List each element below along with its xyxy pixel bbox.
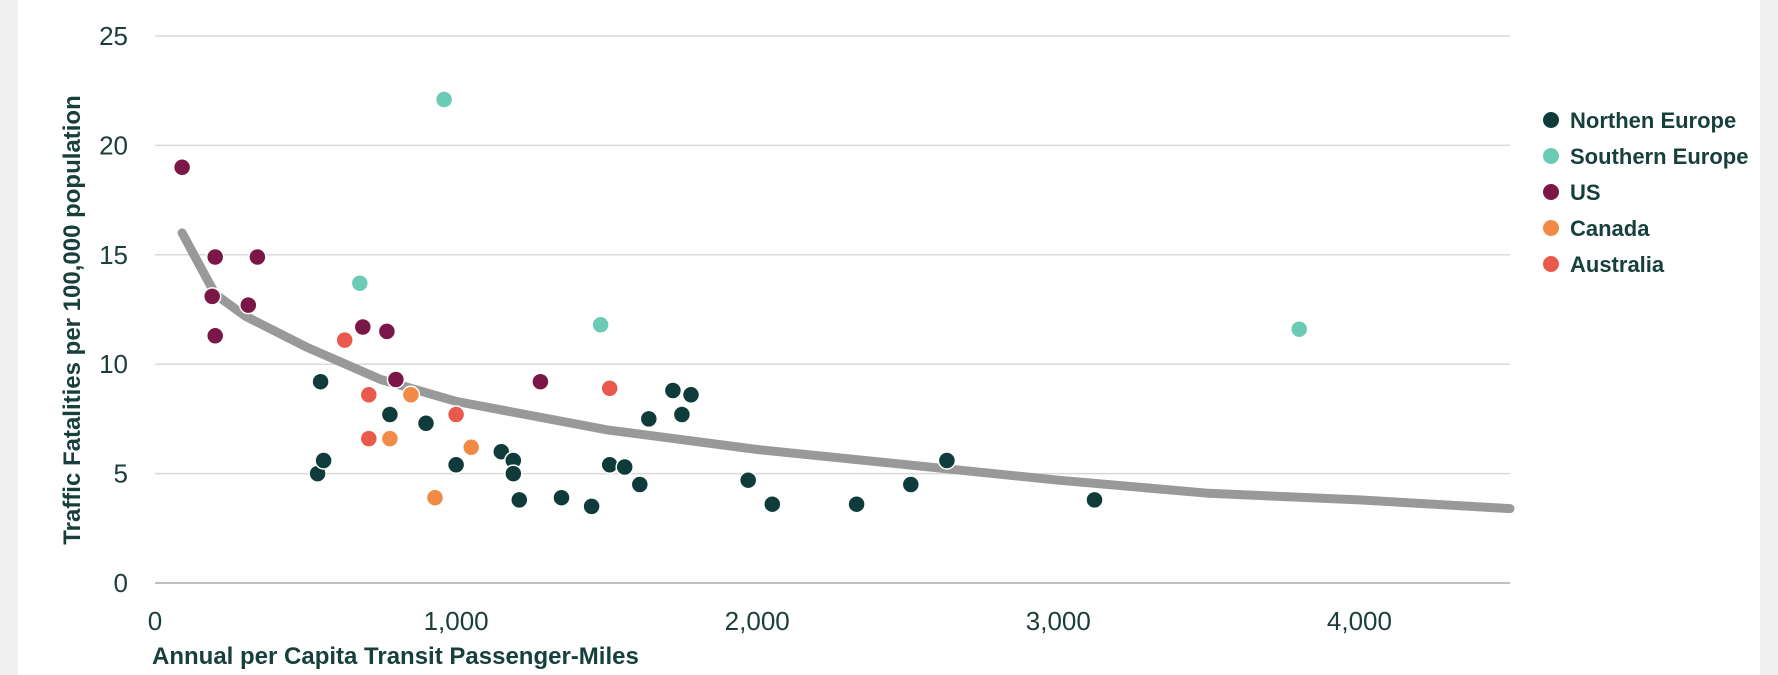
x-tick-label: 3,000 (1026, 606, 1091, 636)
point-northen-europe-17 (672, 405, 692, 424)
point-northen-europe-12 (600, 455, 619, 475)
point-us-6 (353, 317, 373, 337)
point-us-5 (205, 326, 225, 346)
point-us-3 (202, 287, 222, 306)
point-us-4 (239, 295, 258, 315)
point-us-9 (531, 372, 550, 391)
point-northen-europe-14 (630, 475, 650, 494)
point-northen-europe-9 (510, 490, 529, 510)
legend-label-canada: Canada (1570, 216, 1650, 241)
legend-marker-us (1543, 184, 1559, 200)
y-tick-label: 20 (99, 130, 128, 160)
legend-marker-australia (1543, 256, 1559, 272)
gridlines (155, 35, 1510, 475)
x-tick-label: 0 (148, 606, 162, 636)
point-southern-europe-0 (434, 90, 454, 109)
x-tick-label: 2,000 (725, 606, 790, 636)
point-northen-europe-4 (416, 414, 436, 433)
right-border (1760, 0, 1778, 675)
point-us-2 (248, 247, 267, 267)
point-southern-europe-3 (1289, 319, 1309, 339)
point-northen-europe-11 (582, 497, 601, 516)
point-northen-europe-15 (639, 409, 659, 429)
point-us-7 (377, 322, 397, 341)
y-tick-label: 5 (114, 459, 128, 489)
legend-label-northen-europe: Northen Europe (1570, 108, 1736, 133)
point-northen-europe-5 (446, 455, 466, 475)
x-tick-label: 4,000 (1327, 606, 1392, 636)
point-northen-europe-19 (738, 470, 758, 490)
x-tick-label: 1,000 (424, 606, 489, 636)
x-axis-ticks: 0 1,000 2,000 3,000 4,000 (148, 606, 1392, 636)
point-australia-1 (359, 385, 379, 405)
point-northen-europe-16 (663, 381, 683, 400)
legend-marker-canada (1543, 220, 1559, 236)
point-northen-europe-2 (314, 451, 333, 470)
legend-label-southern-europe: Southern Europe (1570, 144, 1748, 169)
y-tick-label: 10 (99, 349, 128, 379)
y-tick-label: 0 (114, 568, 128, 598)
y-tick-label: 15 (99, 240, 128, 270)
legend-marker-southern-europe (1543, 148, 1559, 164)
point-northen-europe-18 (681, 385, 701, 405)
point-northen-europe-3 (380, 405, 400, 424)
trend-line (177, 228, 1515, 514)
point-northen-europe-21 (847, 494, 866, 514)
left-border (0, 0, 18, 675)
y-axis-title: Traffic Fatalities per 100,000 populatio… (59, 95, 86, 544)
legend-label-australia: Australia (1570, 252, 1665, 277)
point-canada-3 (461, 438, 481, 457)
point-northen-europe-13 (615, 457, 634, 477)
point-us-0 (172, 158, 192, 177)
legend-marker-northen-europe (1543, 112, 1559, 128)
point-canada-0 (401, 385, 421, 405)
point-australia-0 (335, 330, 354, 350)
legend: Northen Europe Southern Europe US Canada Aus… (1543, 108, 1748, 277)
point-southern-europe-2 (591, 315, 610, 335)
point-canada-1 (380, 429, 400, 448)
y-tick-label: 25 (99, 21, 128, 51)
point-northen-europe-24 (1085, 490, 1104, 510)
point-australia-3 (446, 405, 466, 424)
legend-label-us: US (1570, 180, 1601, 205)
point-us-8 (386, 370, 406, 389)
point-australia-2 (359, 429, 379, 448)
point-southern-europe-1 (350, 273, 370, 293)
point-northen-europe-20 (763, 494, 782, 514)
point-australia-4 (600, 379, 619, 398)
data-points (172, 90, 1309, 516)
point-us-1 (205, 247, 225, 267)
point-northen-europe-10 (552, 488, 571, 507)
point-canada-2 (425, 488, 445, 507)
x-axis-title: Annual per Capita Transit Passenger-Mile… (152, 643, 639, 670)
point-northen-europe-8 (504, 464, 523, 483)
point-northen-europe-0 (311, 372, 330, 391)
point-northen-europe-23 (937, 451, 957, 470)
point-northen-europe-22 (901, 475, 921, 494)
y-axis-ticks: 0 5 10 15 20 25 (99, 21, 128, 598)
